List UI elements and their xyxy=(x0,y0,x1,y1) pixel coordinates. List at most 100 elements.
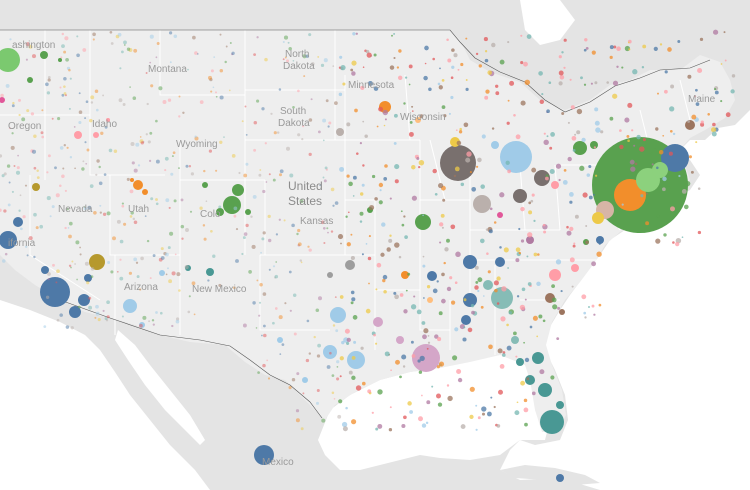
data-bubble[interactable] xyxy=(123,299,137,313)
data-bubble[interactable] xyxy=(427,297,433,303)
data-bubble[interactable] xyxy=(440,145,476,181)
data-bubble[interactable] xyxy=(526,236,534,244)
data-bubble[interactable] xyxy=(614,179,646,211)
density-dot xyxy=(351,355,356,360)
data-bubble[interactable] xyxy=(206,268,214,276)
density-dot xyxy=(408,83,411,86)
data-bubble[interactable] xyxy=(511,336,519,344)
data-bubble[interactable] xyxy=(347,351,365,369)
data-bubble[interactable] xyxy=(463,255,477,269)
data-bubble[interactable] xyxy=(93,132,99,138)
data-bubble[interactable] xyxy=(159,270,165,276)
data-bubble[interactable] xyxy=(133,180,143,190)
density-dot xyxy=(393,32,396,35)
data-bubble[interactable] xyxy=(534,170,550,186)
density-dot xyxy=(24,245,28,249)
data-bubble[interactable] xyxy=(58,58,62,62)
data-bubble[interactable] xyxy=(538,383,552,397)
data-bubble[interactable] xyxy=(491,287,513,309)
data-bubble[interactable] xyxy=(202,182,208,188)
data-bubble[interactable] xyxy=(415,117,421,123)
density-dot xyxy=(243,232,248,236)
data-bubble[interactable] xyxy=(685,120,695,130)
data-bubble[interactable] xyxy=(130,178,134,182)
data-bubble[interactable] xyxy=(0,231,17,249)
data-bubble[interactable] xyxy=(652,162,668,178)
data-bubble[interactable] xyxy=(483,280,493,290)
data-bubble[interactable] xyxy=(0,48,20,72)
data-bubble[interactable] xyxy=(516,358,524,366)
data-bubble[interactable] xyxy=(571,264,579,272)
data-bubble[interactable] xyxy=(473,195,491,213)
data-bubble[interactable] xyxy=(74,131,82,139)
density-dot xyxy=(432,288,438,294)
density-dot xyxy=(164,252,169,257)
data-bubble[interactable] xyxy=(277,337,283,343)
data-bubble[interactable] xyxy=(592,212,604,224)
data-bubble[interactable] xyxy=(491,141,499,149)
data-bubble[interactable] xyxy=(27,77,33,83)
data-bubble[interactable] xyxy=(84,274,92,282)
data-bubble[interactable] xyxy=(549,269,561,281)
data-bubble[interactable] xyxy=(373,317,383,327)
density-dot xyxy=(307,245,310,248)
data-bubble[interactable] xyxy=(525,375,535,385)
data-bubble[interactable] xyxy=(551,181,559,189)
data-bubble[interactable] xyxy=(142,189,148,195)
data-bubble[interactable] xyxy=(415,214,431,230)
data-bubble[interactable] xyxy=(78,294,90,306)
density-dot xyxy=(463,298,467,302)
data-bubble[interactable] xyxy=(559,309,565,315)
data-bubble[interactable] xyxy=(396,336,404,344)
data-bubble[interactable] xyxy=(245,209,251,215)
data-bubble[interactable] xyxy=(40,51,48,59)
data-bubble[interactable] xyxy=(532,352,544,364)
data-bubble[interactable] xyxy=(427,271,437,281)
data-bubble[interactable] xyxy=(461,315,471,325)
data-bubble[interactable] xyxy=(500,141,532,173)
data-bubble[interactable] xyxy=(0,97,5,103)
data-bubble[interactable] xyxy=(216,208,224,216)
data-bubble[interactable] xyxy=(412,344,440,372)
density-dot xyxy=(417,359,421,363)
data-bubble[interactable] xyxy=(573,141,587,155)
density-dot xyxy=(695,102,700,106)
data-bubble[interactable] xyxy=(556,474,564,482)
data-bubble[interactable] xyxy=(302,377,308,383)
data-bubble[interactable] xyxy=(106,118,110,122)
data-bubble[interactable] xyxy=(336,128,344,136)
density-dot xyxy=(454,327,459,332)
data-bubble[interactable] xyxy=(327,272,333,278)
data-bubble[interactable] xyxy=(540,410,564,434)
data-bubble[interactable] xyxy=(69,306,81,318)
data-bubble[interactable] xyxy=(495,257,505,267)
data-bubble[interactable] xyxy=(661,144,689,172)
data-bubble[interactable] xyxy=(556,401,564,409)
data-bubble[interactable] xyxy=(32,183,40,191)
data-bubble[interactable] xyxy=(89,254,105,270)
data-bubble[interactable] xyxy=(497,212,503,218)
density-dot xyxy=(469,171,472,174)
data-bubble[interactable] xyxy=(345,260,355,270)
density-dot xyxy=(428,87,432,92)
density-dot xyxy=(187,310,191,314)
data-bubble[interactable] xyxy=(596,236,604,244)
data-bubble[interactable] xyxy=(41,266,49,274)
density-dot xyxy=(670,84,675,89)
data-bubble[interactable] xyxy=(254,445,274,465)
data-bubble[interactable] xyxy=(40,277,70,307)
data-bubble[interactable] xyxy=(13,217,23,227)
density-dot xyxy=(467,327,473,333)
density-dot xyxy=(285,146,291,151)
data-bubble[interactable] xyxy=(513,189,527,203)
density-dot xyxy=(323,179,327,183)
density-dot xyxy=(167,267,169,270)
density-dot xyxy=(531,193,535,197)
density-dot xyxy=(506,345,512,351)
data-bubble[interactable] xyxy=(232,184,244,196)
data-bubble[interactable] xyxy=(590,141,598,149)
data-bubble[interactable] xyxy=(330,307,346,323)
data-bubble[interactable] xyxy=(463,293,477,307)
data-bubble[interactable] xyxy=(401,271,409,279)
